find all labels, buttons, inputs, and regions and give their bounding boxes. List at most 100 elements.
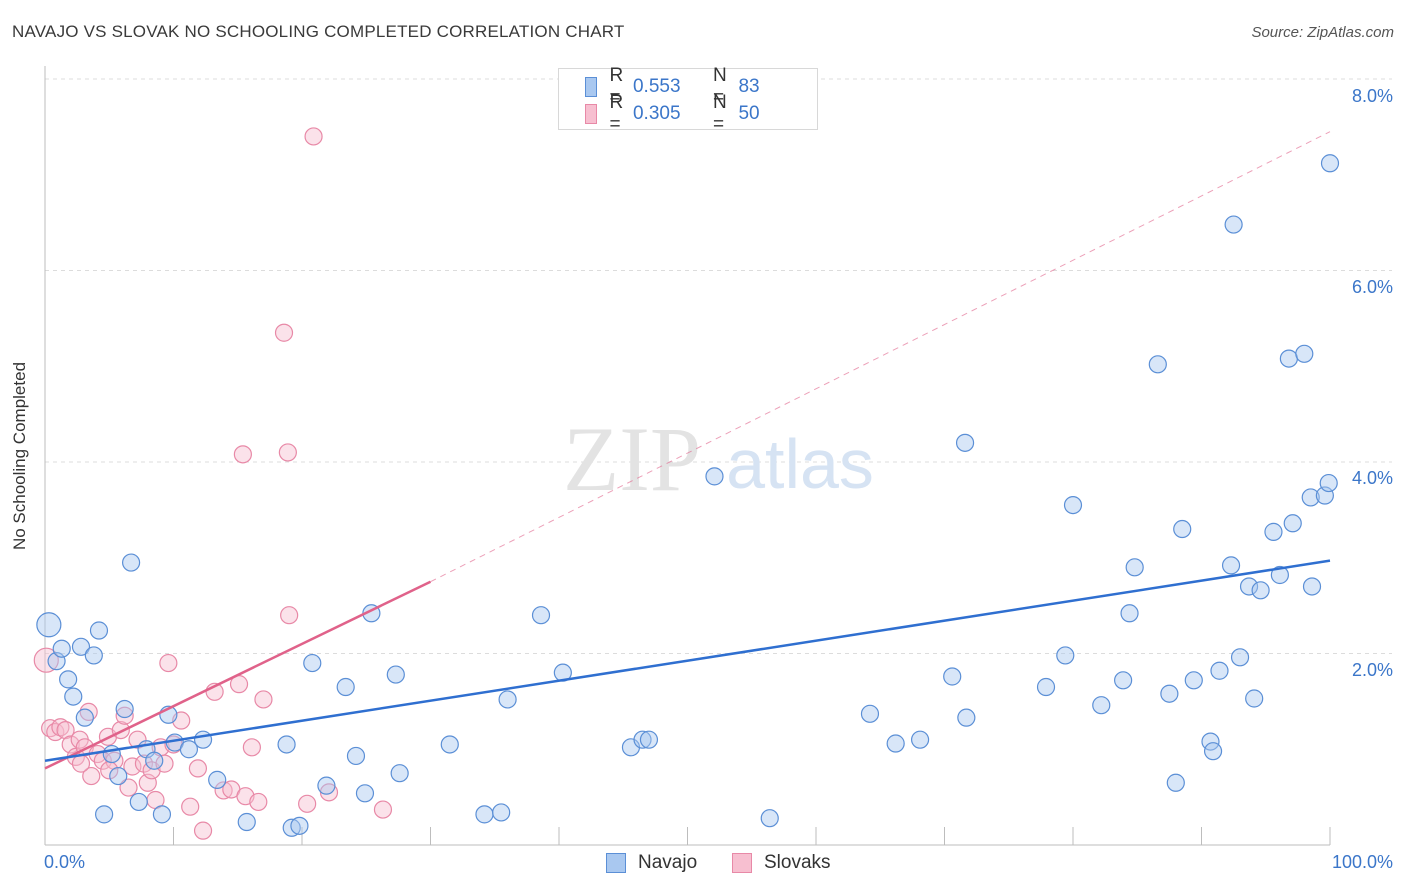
navajo-point	[193, 730, 213, 749]
legend-item-slovaks: Slovaks	[732, 852, 831, 874]
n-value: 50	[738, 103, 760, 124]
slovak-point	[233, 445, 252, 464]
navajo-point	[277, 735, 296, 754]
navajo-point	[1319, 473, 1338, 493]
n-value: 83	[738, 76, 760, 97]
axes-layer	[44, 66, 1331, 846]
slovak-point	[155, 754, 174, 773]
legend-item-navajo: Navajo	[606, 852, 697, 874]
navajo-point	[531, 606, 551, 625]
navajo-trend-line	[44, 559, 1331, 762]
navajo-point	[910, 730, 930, 749]
slovak-point	[71, 754, 91, 773]
navajo-point	[237, 812, 256, 832]
chart-title: NAVAJO VS SLOVAK NO SCHOOLING COMPLETED …	[12, 22, 625, 41]
navajo-point	[115, 699, 134, 719]
navajo-point	[84, 646, 103, 665]
watermark: ZIP atlas	[563, 408, 874, 510]
navajo-swatch	[606, 853, 626, 873]
navajo-point	[346, 746, 366, 766]
navajo-point	[1148, 355, 1167, 374]
slovak-point	[193, 821, 213, 840]
slovak-point	[242, 738, 261, 757]
slovak-point	[56, 720, 75, 740]
navajo-point	[886, 734, 905, 753]
navajo-point	[1251, 581, 1270, 600]
navajo-point	[317, 776, 336, 795]
slovaks-swatch	[585, 104, 598, 124]
navajo-point	[1239, 577, 1259, 596]
slovak-trend-line	[44, 580, 432, 770]
navajo-point	[440, 735, 459, 754]
trend-layer	[44, 131, 1331, 770]
navajo-point	[1245, 689, 1264, 708]
slovak-point	[82, 766, 101, 786]
navajo-point	[1114, 671, 1133, 690]
navajo-swatch	[585, 77, 598, 97]
navajo-point	[1283, 514, 1302, 533]
x-tick-label: 100.0%	[1331, 852, 1393, 872]
slovak-trend-extension	[430, 131, 1331, 583]
navajo-point	[52, 639, 71, 658]
r-value: 0.553	[632, 76, 681, 97]
navajo-point	[1320, 154, 1340, 173]
slovak-point	[181, 797, 200, 816]
stats-legend: R = 0.553 N = 83 R = 0.305 N = 50	[558, 65, 818, 135]
legend-row-slovaks: R = 0.305 N = 50	[585, 92, 818, 135]
r-label: R =	[609, 65, 624, 108]
y-axis-label: No Schooling Completed	[10, 361, 29, 551]
source-label: Source: ZipAtlas.com	[1251, 24, 1394, 41]
navajo-point	[1301, 488, 1320, 507]
slovak-point	[188, 759, 208, 778]
navajo-point	[179, 740, 199, 759]
series-legend: Navajo Slovaks	[0, 852, 1406, 876]
navajo-point	[1279, 349, 1298, 368]
navajo-point	[1203, 742, 1223, 761]
navajo-point	[121, 553, 141, 572]
navajo-point	[355, 784, 375, 803]
slovak-point	[115, 706, 134, 725]
slovak-point	[119, 778, 138, 797]
slovak-point	[159, 653, 178, 673]
navajo-point	[955, 433, 975, 452]
navajo-point	[1092, 696, 1111, 715]
navajo-point	[957, 708, 976, 727]
navajo-point	[1173, 519, 1192, 539]
navajo-point	[89, 621, 109, 640]
points-layer	[33, 127, 1340, 840]
navajo-point	[75, 708, 94, 727]
slovak-point	[254, 690, 273, 709]
watermark-zip: ZIP	[563, 408, 701, 510]
slovak-point	[304, 127, 323, 146]
navajo-point	[71, 637, 91, 656]
navajo-point	[145, 751, 164, 770]
slovak-point	[373, 800, 393, 819]
slovak-point	[249, 792, 268, 812]
navajo-point	[1302, 577, 1322, 596]
navajo-point	[102, 744, 121, 764]
navajo-point	[1160, 684, 1179, 703]
navajo-point	[208, 770, 227, 789]
navajo-point	[386, 665, 405, 684]
n-label: N =	[712, 92, 727, 135]
legend-label: Navajo	[638, 852, 698, 873]
navajo-point	[1063, 495, 1083, 515]
watermark-atlas: atlas	[726, 425, 874, 503]
navajo-point	[36, 612, 62, 638]
navajo-point	[1125, 558, 1144, 577]
navajo-point	[705, 467, 724, 486]
navajo-point	[390, 764, 409, 783]
navajo-point	[1036, 677, 1056, 697]
navajo-point	[1264, 522, 1283, 541]
grid-layer	[45, 78, 1392, 654]
navajo-point	[760, 809, 779, 828]
navajo-point	[1210, 661, 1229, 680]
navajo-point	[64, 687, 83, 706]
navajo-point	[860, 704, 880, 723]
navajo-point	[129, 792, 148, 812]
navajo-point	[95, 805, 114, 824]
y-tick-label: 6.0%	[1351, 277, 1393, 297]
legend-label: Slovaks	[764, 852, 831, 873]
navajo-point	[152, 805, 172, 824]
